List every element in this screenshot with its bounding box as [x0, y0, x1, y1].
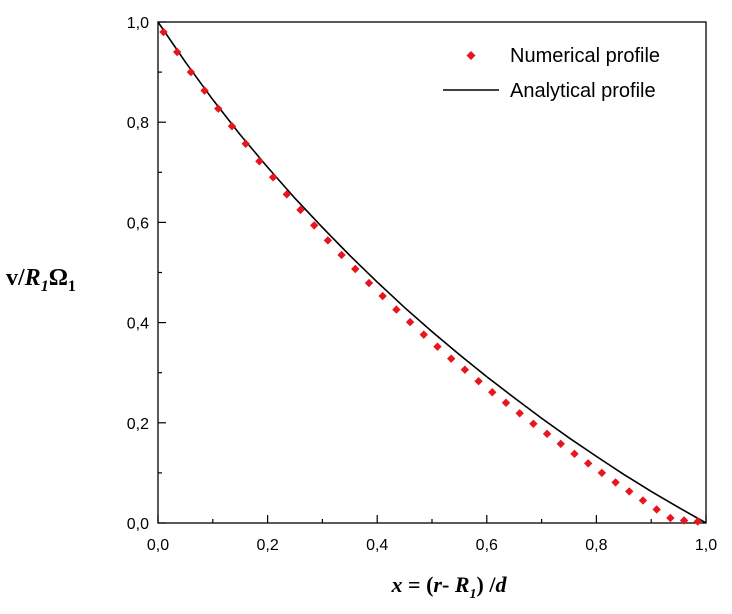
y-tick-label: 0,0: [127, 516, 149, 533]
x-tick-label: 0,8: [585, 537, 607, 554]
numerical-point: [419, 330, 428, 339]
x-title-x: x: [391, 572, 403, 597]
x-title-R: R: [454, 572, 470, 597]
numerical-point: [529, 419, 538, 429]
numerical-point: [172, 47, 182, 57]
numerical-point: [693, 517, 702, 526]
legend-entry-numerical: Numerical profile: [466, 45, 660, 67]
numerical-point: [666, 513, 675, 523]
numerical-point: [364, 278, 374, 288]
numerical-point: [570, 449, 579, 459]
numerical-point: [351, 264, 360, 274]
x-tick-label: 0,0: [147, 537, 169, 554]
x-title-close: ) /: [477, 572, 497, 597]
y-tick-label: 1,0: [127, 15, 149, 32]
numerical-point: [625, 487, 634, 496]
numerical-point: [446, 354, 456, 363]
numerical-point: [282, 190, 291, 199]
numerical-point: [337, 250, 346, 260]
legend-label-analytical: Analytical profile: [510, 80, 656, 102]
numerical-point: [214, 104, 223, 113]
numerical-point: [255, 157, 264, 166]
x-axis-title: x = (r- R1) /d: [391, 572, 508, 602]
numerical-point: [515, 409, 524, 418]
y-axis-title: v/R1Ω1: [6, 265, 76, 295]
y-title-R: R: [24, 265, 41, 291]
numerical-point: [241, 139, 250, 148]
numerical-point: [652, 505, 661, 514]
legend-label-numerical: Numerical profile: [510, 45, 660, 67]
x-title-d: d: [495, 572, 507, 597]
y-title-omega-sub: 1: [68, 278, 76, 295]
y-tick-labels: 0,0 0,2 0,4 0,6 0,8 1,0: [127, 15, 149, 533]
y-tick-label: 0,6: [127, 215, 149, 232]
y-tick-label: 0,8: [127, 115, 149, 132]
x-title-eq: = (: [403, 572, 434, 597]
numerical-point: [638, 496, 648, 505]
analytical-profile-line: [157, 21, 707, 524]
numerical-point: [501, 398, 511, 407]
y-title-omega: Ω: [49, 265, 68, 291]
numerical-point: [474, 377, 483, 386]
legend: Numerical profile Analytical profile: [443, 45, 660, 102]
numerical-point: [460, 365, 470, 374]
numerical-point: [268, 173, 278, 182]
numerical-point: [323, 236, 333, 245]
numerical-point: [597, 468, 607, 478]
numerical-point: [679, 516, 689, 525]
numerical-point: [227, 122, 237, 131]
x-tick-labels: 0,0 0,2 0,4 0,6 0,8 1,0: [147, 537, 717, 554]
numerical-point: [378, 291, 387, 301]
x-tick-label: 1,0: [695, 537, 717, 554]
numerical-point: [200, 86, 209, 95]
axis-ticks: [157, 21, 707, 524]
numerical-point: [392, 305, 401, 314]
numerical-point: [488, 388, 497, 397]
x-tick-label: 0,6: [476, 537, 498, 554]
x-title-r: r: [433, 572, 442, 597]
legend-marker-diamond: [466, 51, 476, 60]
numerical-point: [405, 317, 415, 327]
numerical-profile-markers: [159, 27, 702, 526]
numerical-point: [556, 439, 565, 449]
x-tick-label: 0,2: [256, 537, 278, 554]
numerical-point: [186, 67, 196, 77]
numerical-point: [296, 205, 305, 215]
numerical-point: [542, 429, 552, 439]
x-tick-label: 0,4: [366, 537, 388, 554]
y-tick-label: 0,4: [127, 316, 149, 333]
numerical-point: [433, 342, 442, 351]
legend-entry-analytical: Analytical profile: [443, 80, 656, 102]
x-title-R-sub: 1: [470, 587, 477, 602]
y-title-R-sub: 1: [41, 278, 49, 295]
numerical-point: [309, 221, 319, 230]
x-title-minus: -: [442, 572, 455, 597]
numerical-point: [611, 478, 620, 487]
numerical-point: [583, 459, 593, 468]
y-tick-label: 0,2: [127, 416, 149, 433]
y-title-v: v/: [6, 265, 25, 291]
numerical-point: [159, 27, 168, 37]
